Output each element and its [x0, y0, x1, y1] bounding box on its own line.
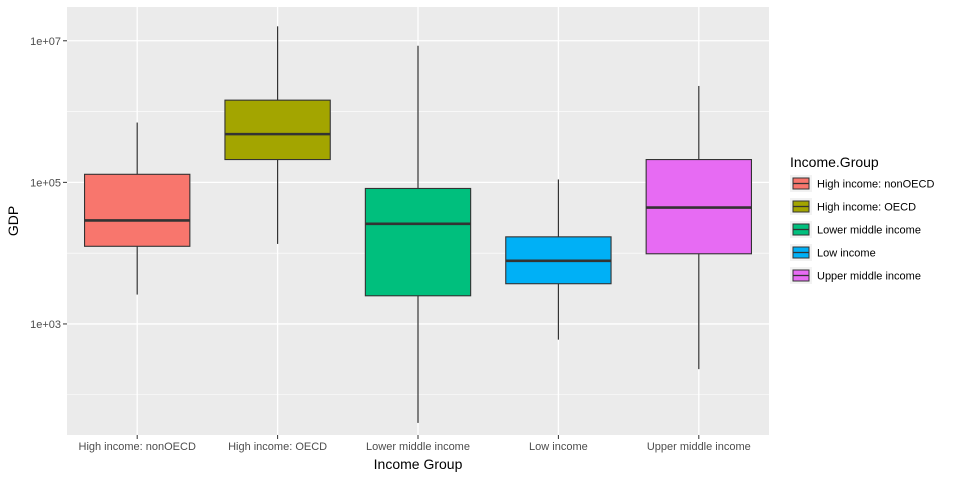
legend-label: Upper middle income [817, 271, 921, 283]
box-group [224, 26, 331, 244]
y-axis-ticks: 1e+03 1e+05 1e+07 [30, 36, 67, 331]
legend-label: High income: nonOECD [817, 179, 934, 191]
y-tick-label: 1e+05 [30, 177, 61, 189]
y-axis-title: GDP [5, 206, 21, 236]
legend-item: Lower middle income [790, 221, 921, 238]
box-group [364, 45, 472, 423]
boxes [84, 26, 753, 423]
box-group [505, 179, 612, 340]
legend-item: High income: nonOECD [790, 175, 934, 192]
box-iqr [84, 173, 191, 247]
box-iqr [364, 187, 472, 297]
x-tick-label: High income: OECD [228, 441, 327, 453]
x-tick-label: Lower middle income [366, 441, 470, 453]
x-axis-ticks: High income: nonOECD High income: OECD Low… [79, 435, 751, 453]
legend: Income.Group High income: nonOECD High in… [790, 154, 934, 284]
x-tick-label: High income: nonOECD [79, 441, 196, 453]
legend-item: Upper middle income [790, 267, 921, 284]
legend-title: Income.Group [790, 154, 879, 170]
legend-item: High income: OECD [790, 198, 916, 215]
x-tick-label: Low income [529, 441, 588, 453]
legend-label: Low income [817, 248, 876, 260]
y-tick-label: 1e+07 [30, 36, 61, 48]
legend-item: Low income [790, 244, 876, 261]
y-tick-label: 1e+03 [30, 319, 61, 331]
box-group [84, 122, 191, 295]
legend-label: Lower middle income [817, 225, 921, 237]
x-tick-label: Upper middle income [647, 441, 751, 453]
box-iqr [224, 99, 331, 161]
legend-label: High income: OECD [817, 202, 916, 214]
box-group [645, 85, 753, 370]
x-axis-title: Income Group [374, 456, 463, 472]
